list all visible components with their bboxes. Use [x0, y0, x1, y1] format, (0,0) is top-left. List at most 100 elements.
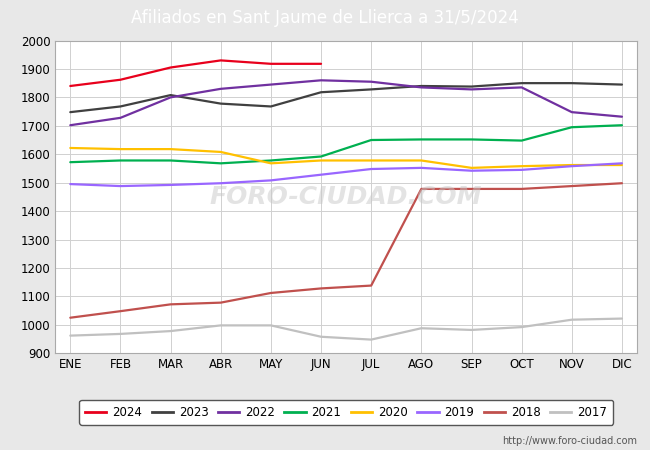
2024 [116, 77, 124, 82]
2019 [618, 161, 626, 166]
Text: FORO-CIUDAD.COM: FORO-CIUDAD.COM [210, 185, 482, 209]
2018 [66, 315, 74, 320]
2022 [367, 79, 375, 85]
Line: 2017: 2017 [70, 319, 622, 340]
2017 [568, 317, 576, 322]
2018 [166, 302, 174, 307]
2021 [166, 158, 174, 163]
2020 [467, 165, 475, 171]
2018 [116, 308, 124, 314]
2023 [568, 81, 576, 86]
2019 [518, 167, 526, 172]
2020 [568, 162, 576, 168]
2022 [518, 85, 526, 90]
2024 [166, 65, 174, 70]
2019 [467, 168, 475, 173]
2017 [116, 331, 124, 337]
2019 [66, 181, 74, 187]
2022 [467, 87, 475, 92]
2020 [66, 145, 74, 151]
2017 [467, 327, 475, 333]
2018 [217, 300, 225, 306]
2019 [267, 178, 275, 183]
2023 [267, 104, 275, 109]
2022 [66, 122, 74, 128]
2021 [417, 137, 425, 142]
2022 [116, 115, 124, 121]
2020 [116, 146, 124, 152]
Line: 2022: 2022 [70, 80, 622, 125]
2021 [367, 137, 375, 143]
2023 [367, 87, 375, 92]
2021 [618, 122, 626, 128]
2020 [518, 163, 526, 169]
Text: http://www.foro-ciudad.com: http://www.foro-ciudad.com [502, 436, 637, 446]
2021 [116, 158, 124, 163]
2023 [317, 90, 325, 95]
2018 [467, 186, 475, 192]
2019 [367, 166, 375, 172]
2021 [467, 137, 475, 142]
2020 [217, 149, 225, 155]
2017 [518, 324, 526, 330]
2022 [317, 77, 325, 83]
Line: 2024: 2024 [70, 60, 321, 86]
2019 [166, 182, 174, 188]
2022 [417, 85, 425, 90]
2017 [267, 323, 275, 328]
2020 [317, 158, 325, 163]
2020 [367, 158, 375, 163]
2018 [518, 186, 526, 192]
2020 [618, 162, 626, 168]
2022 [568, 109, 576, 115]
Legend: 2024, 2023, 2022, 2021, 2020, 2019, 2018, 2017: 2024, 2023, 2022, 2021, 2020, 2019, 2018… [79, 400, 613, 425]
2023 [217, 101, 225, 106]
2023 [467, 84, 475, 89]
2019 [217, 180, 225, 186]
2023 [116, 104, 124, 109]
2019 [317, 172, 325, 177]
Line: 2020: 2020 [70, 148, 622, 168]
2018 [618, 180, 626, 186]
2017 [217, 323, 225, 328]
2018 [367, 283, 375, 288]
Line: 2023: 2023 [70, 83, 622, 112]
2023 [518, 81, 526, 86]
2024 [317, 61, 325, 67]
2019 [568, 163, 576, 169]
2018 [317, 286, 325, 291]
2017 [66, 333, 74, 338]
2024 [267, 61, 275, 67]
2022 [217, 86, 225, 91]
2018 [417, 186, 425, 192]
2023 [618, 82, 626, 87]
2017 [367, 337, 375, 342]
2019 [417, 165, 425, 171]
2017 [417, 325, 425, 331]
2017 [618, 316, 626, 321]
2023 [66, 109, 74, 115]
2023 [166, 92, 174, 98]
2022 [618, 114, 626, 119]
2021 [317, 154, 325, 159]
2021 [568, 125, 576, 130]
2019 [116, 183, 124, 189]
2018 [568, 183, 576, 189]
Line: 2021: 2021 [70, 125, 622, 163]
2017 [317, 334, 325, 339]
2021 [267, 158, 275, 163]
2017 [166, 328, 174, 334]
2020 [417, 158, 425, 163]
2024 [217, 58, 225, 63]
2022 [166, 94, 174, 100]
2021 [217, 161, 225, 166]
2020 [166, 146, 174, 152]
Text: Afiliados en Sant Jaume de Llierca a 31/5/2024: Afiliados en Sant Jaume de Llierca a 31/… [131, 9, 519, 27]
Line: 2019: 2019 [70, 163, 622, 186]
2022 [267, 82, 275, 87]
2023 [417, 83, 425, 89]
2020 [267, 161, 275, 166]
Line: 2018: 2018 [70, 183, 622, 318]
2018 [267, 290, 275, 296]
2021 [66, 159, 74, 165]
